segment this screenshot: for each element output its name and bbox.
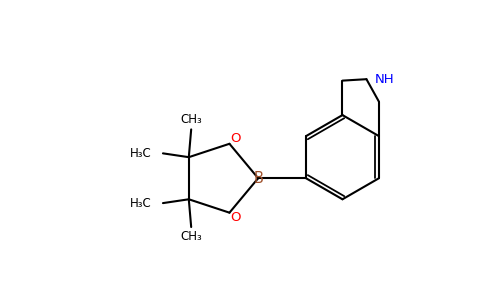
Text: B: B [253,171,263,186]
Text: CH₃: CH₃ [181,113,202,126]
Text: H₃C: H₃C [130,147,152,160]
Text: H₃C: H₃C [130,196,152,210]
Text: O: O [230,211,241,224]
Text: NH: NH [375,73,394,86]
Text: O: O [230,133,241,146]
Text: CH₃: CH₃ [181,230,202,243]
